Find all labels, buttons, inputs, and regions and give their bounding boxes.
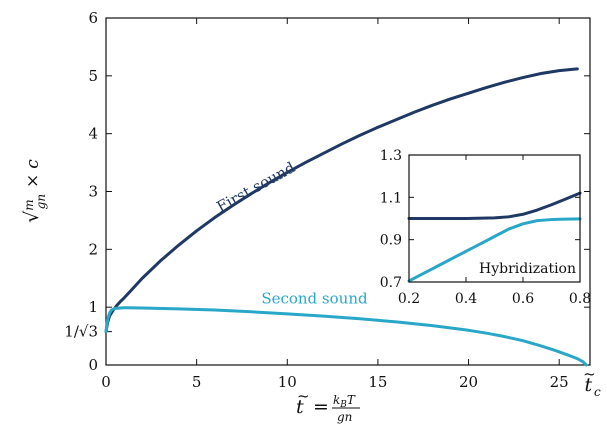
x-axis-label-tilde: ~ (297, 387, 310, 405)
x-axis-label: t ~ = kBT gn (296, 387, 360, 424)
y-tick-label: 0 (88, 356, 98, 374)
y-tick-label: 4 (88, 125, 98, 143)
y-tick-label: 1.3 (380, 148, 402, 164)
x-tick-label: 10 (278, 373, 297, 391)
series-line-second-sound (407, 217, 582, 283)
x-axis-label-numerator: kBT (333, 393, 356, 410)
x-tick-label-tc-tilde: ~ (583, 365, 596, 383)
x-tick-label: 5 (192, 373, 202, 391)
y-tick-label: 1 (88, 298, 98, 316)
series-line-second-sound (104, 306, 588, 367)
y-tick-label: 5 (88, 67, 98, 85)
x-tick-label: 0.4 (455, 291, 477, 307)
x-tick-label-tc-sub: c (594, 385, 601, 399)
main-annotations: First sound Second sound (214, 158, 368, 308)
inset-y-ticks: 0.7 0.9 1.1 1.3 (380, 148, 580, 291)
x-axis-label-denominator: gn (337, 410, 352, 424)
x-axis-label-t: t (296, 396, 304, 418)
x-tick-label: 25 (550, 373, 569, 391)
main-series (104, 67, 588, 367)
curve-label-first-sound: First sound (214, 158, 299, 216)
y-tick-label: 1.1 (380, 190, 402, 206)
main-x-ticks: 0 5 10 15 20 25 t~ c (101, 18, 601, 399)
x-tick-label: 0 (101, 373, 111, 391)
inset-plot: 0.2 0.4 0.6 0.8 0.7 0.9 1.1 1.3 Hybridization (380, 148, 591, 307)
inset-series (407, 191, 582, 283)
y-tick-label: 0.7 (380, 275, 402, 291)
y-axis-label: √mgn×c (21, 159, 48, 223)
x-tick-label: 15 (368, 373, 387, 391)
curve-label-second-sound: Second sound (261, 290, 368, 308)
x-tick-label: 0.6 (512, 291, 534, 307)
y-axis-label-text: √mgn×c (21, 159, 48, 223)
y-tick-label-extra: 1/√3 (64, 323, 98, 341)
x-axis-label-equals: = (313, 396, 329, 418)
x-tick-label: 0.2 (398, 291, 420, 307)
y-tick-label: 2 (88, 240, 98, 258)
y-tick-label: 0.9 (380, 233, 402, 249)
inset-title: Hybridization (479, 261, 576, 277)
main-y-ticks: 0 1 2 3 4 5 6 1/√3 (64, 9, 590, 374)
series-line-first-sound (104, 67, 579, 334)
x-tick-label-tc: t (585, 374, 593, 396)
series-line-first-sound (407, 191, 582, 220)
inset-plot-frame (408, 154, 581, 283)
x-tick-label: 0.8 (569, 291, 591, 307)
y-tick-label: 3 (88, 183, 98, 201)
x-tick-label: 20 (459, 373, 478, 391)
y-tick-label: 6 (88, 9, 98, 27)
inset-x-ticks: 0.2 0.4 0.6 0.8 (398, 155, 591, 307)
